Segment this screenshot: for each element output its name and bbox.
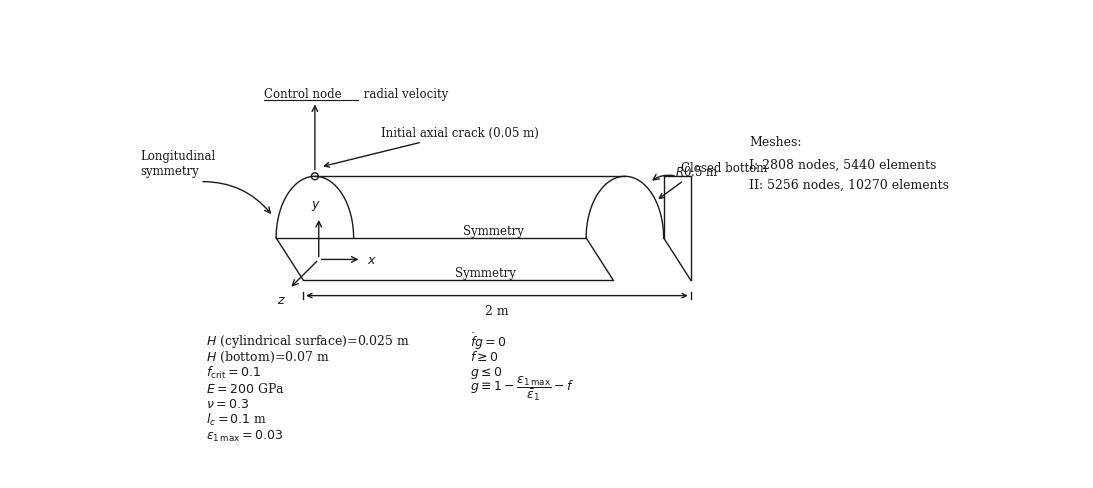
Text: $f_{\mathrm{crit}} = 0.1$: $f_{\mathrm{crit}} = 0.1$	[207, 364, 261, 380]
Text: Initial axial crack (0.05 m): Initial axial crack (0.05 m)	[325, 127, 539, 168]
Text: $g \equiv 1 - \dfrac{\varepsilon_{1\,\mathrm{max}}}{\bar{\varepsilon}_1} - f$: $g \equiv 1 - \dfrac{\varepsilon_{1\,\ma…	[470, 373, 575, 402]
Text: $H$ (cylindrical surface)=0.025 m: $H$ (cylindrical surface)=0.025 m	[207, 332, 411, 349]
Text: $z$: $z$	[277, 293, 285, 306]
Text: Symmetry: Symmetry	[462, 224, 524, 237]
Text: II: 5256 nodes, 10270 elements: II: 5256 nodes, 10270 elements	[749, 178, 949, 191]
Text: $y$: $y$	[310, 199, 320, 213]
Text: $f \geq 0$: $f \geq 0$	[470, 349, 498, 363]
Text: Meshes:: Meshes:	[749, 136, 801, 149]
Text: $x$: $x$	[367, 253, 377, 266]
Text: Control node: Control node	[263, 88, 341, 101]
Text: $\varepsilon_{1\,\mathrm{max}} = 0.03$: $\varepsilon_{1\,\mathrm{max}} = 0.03$	[207, 427, 284, 443]
Text: $E = 200$ GPa: $E = 200$ GPa	[207, 381, 285, 395]
Text: Closed bottom: Closed bottom	[681, 161, 767, 174]
Text: $\nu = 0.3$: $\nu = 0.3$	[207, 397, 249, 410]
Text: radial velocity: radial velocity	[360, 88, 448, 101]
Text: $\dot{f}g = 0$: $\dot{f}g = 0$	[470, 330, 507, 351]
Text: $R$0.5 m: $R$0.5 m	[659, 164, 719, 199]
Text: $H$ (bottom)=0.07 m: $H$ (bottom)=0.07 m	[207, 349, 330, 364]
Text: $g \leq 0$: $g \leq 0$	[470, 364, 503, 380]
Text: $l_c = 0.1$ m: $l_c = 0.1$ m	[207, 411, 268, 427]
Text: Longitudinal
symmetry: Longitudinal symmetry	[141, 150, 215, 178]
Text: 2 m: 2 m	[485, 305, 509, 317]
Text: Symmetry: Symmetry	[455, 266, 516, 280]
Text: I: 2808 nodes, 5440 elements: I: 2808 nodes, 5440 elements	[749, 159, 937, 172]
